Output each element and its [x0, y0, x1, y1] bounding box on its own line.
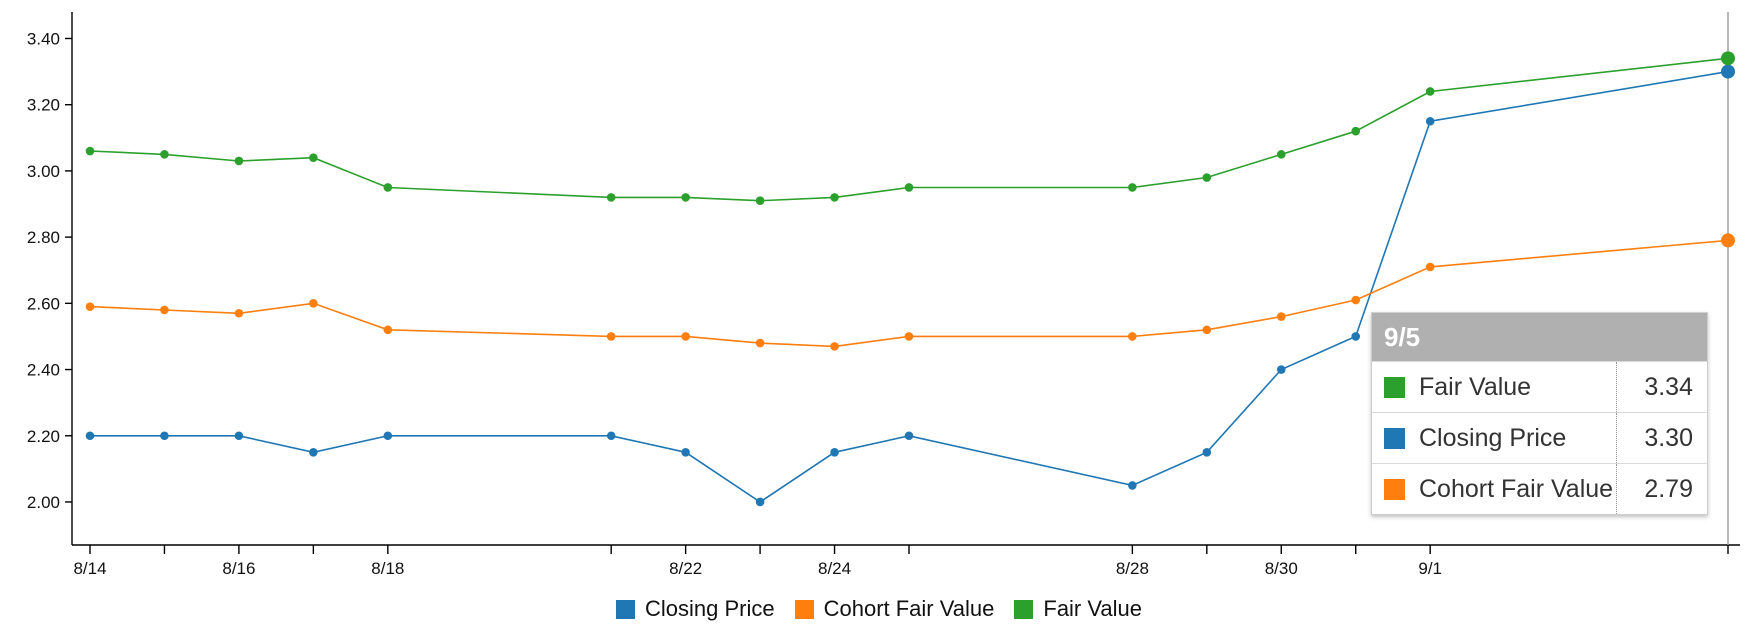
- legend-swatch-closing-price: [615, 599, 635, 619]
- legend-swatch-fair-value: [1014, 599, 1034, 619]
- legend-swatch-cohort-fair-value: [794, 599, 814, 619]
- legend-label-fair-value: Fair Value: [1043, 596, 1143, 621]
- data-point-closing-price-8-21: [606, 431, 616, 441]
- data-point-cohort-fair-value-8-21: [606, 332, 616, 341]
- data-point-cohort-fair-value-8-15: [160, 305, 169, 315]
- tooltip-row-cohort-fair-value: Cohort Fair Value 2.79: [1372, 463, 1707, 514]
- data-point-cohort-fair-value-8-23: [755, 338, 765, 348]
- data-point-cohort-fair-value-9-1: [1425, 262, 1435, 272]
- data-point-closing-price-8-29: [1202, 448, 1212, 457]
- y-tick-label-3.00: 3.00: [27, 162, 60, 181]
- y-tick-label-2.20: 2.20: [27, 427, 60, 446]
- series-line-closing-price: [90, 70, 1729, 503]
- tooltip-value-closing-price: 3.30: [1644, 423, 1693, 452]
- data-point-cohort-fair-value-8-24: [830, 342, 839, 351]
- tooltip-label-cohort-fair-value: Cohort Fair Value: [1419, 474, 1614, 503]
- y-tick-label-2.80: 2.80: [27, 228, 60, 247]
- y-tick-label-2.40: 2.40: [27, 361, 60, 380]
- data-point-fair-value-8-22: [681, 193, 690, 202]
- x-tick-label-8-22: 8/22: [669, 559, 702, 578]
- tooltip-label-closing-price: Closing Price: [1419, 423, 1567, 452]
- tooltip-row-closing-price: Closing Price 3.30: [1372, 412, 1707, 463]
- chart-legend: Closing Price Cohort Fair Value Fair Val…: [0, 596, 1758, 622]
- data-point-closing-price-8-14: [85, 431, 95, 441]
- x-tick-label-8-24: 8/24: [818, 559, 851, 578]
- tooltip-swatch-closing-price: [1384, 427, 1405, 449]
- data-point-closing-price-8-23: [755, 497, 765, 507]
- tooltip-value-fair-value: 3.34: [1644, 372, 1693, 401]
- y-tick-label-2.60: 2.60: [27, 294, 60, 313]
- data-point-cohort-fair-value-8-30: [1276, 312, 1286, 321]
- data-point-fair-value-9-1: [1425, 87, 1435, 96]
- data-point-fair-value-8-21: [606, 193, 616, 202]
- data-point-cohort-fair-value-8-29: [1202, 325, 1212, 335]
- data-point-closing-price-9-1: [1425, 116, 1435, 126]
- hover-tooltip: 9/5 Fair Value 3.34 Closing Price 3.30 C…: [1371, 312, 1708, 515]
- data-point-closing-price-8-25: [904, 431, 914, 441]
- data-point-cohort-fair-value-8-28: [1128, 332, 1137, 341]
- data-point-closing-price-8-17: [309, 448, 318, 457]
- data-point-closing-price-8-24: [830, 448, 839, 457]
- data-point-fair-value-9-5: [1721, 51, 1735, 66]
- data-point-fair-value-8-17: [309, 153, 318, 162]
- data-point-closing-price-9-5: [1721, 64, 1735, 79]
- data-point-fair-value-8-16: [234, 156, 244, 166]
- tooltip-row-fair-value: Fair Value 3.34: [1372, 361, 1707, 412]
- data-point-cohort-fair-value-8-22: [681, 332, 690, 341]
- tooltip-swatch-cohort-fair-value: [1384, 478, 1405, 500]
- data-point-fair-value-8-29: [1202, 173, 1212, 182]
- series-line-cohort-fair-value: [89, 239, 1729, 348]
- data-point-cohort-fair-value-8-25: [904, 332, 914, 341]
- data-point-fair-value-8-18: [383, 183, 393, 192]
- data-point-fair-value-8-15: [160, 150, 169, 159]
- tooltip-label-fair-value: Fair Value: [1419, 372, 1532, 401]
- data-point-cohort-fair-value-8-18: [383, 325, 393, 335]
- legend-label-closing-price: Closing Price: [644, 596, 775, 621]
- data-point-closing-price-8-15: [160, 431, 169, 441]
- data-point-closing-price-8-18: [383, 431, 393, 441]
- line-chart: 2.00 2.20 2.40 2.60 2.80 3.00 3.20 3.40 8/14 8/16…: [27, 12, 1740, 578]
- legend-label-cohort-fair-value: Cohort Fair Value: [823, 596, 995, 621]
- data-point-cohort-fair-value-8-14: [85, 302, 95, 311]
- data-point-fair-value-8-28: [1128, 183, 1137, 192]
- data-point-fair-value-8-24: [830, 193, 839, 202]
- data-point-closing-price-8-16: [234, 431, 244, 441]
- x-tick-label-8-28: 8/28: [1116, 559, 1149, 578]
- data-point-cohort-fair-value-9-5: [1721, 233, 1735, 248]
- x-tick-label-9-1: 9/1: [1418, 559, 1442, 578]
- legend-item-closing-price[interactable]: Closing Price: [615, 596, 775, 622]
- tooltip-swatch-fair-value: [1384, 376, 1405, 398]
- x-tick-label-8-18: 8/18: [371, 559, 404, 578]
- data-point-fair-value-8-30: [1276, 150, 1286, 159]
- data-point-closing-price-8-30: [1276, 365, 1286, 374]
- x-tick-label-8-16: 8/16: [222, 559, 255, 578]
- data-point-closing-price-8-22: [681, 448, 690, 457]
- data-point-cohort-fair-value-8-31: [1351, 295, 1361, 305]
- tooltip-title: 9/5: [1372, 313, 1707, 361]
- x-tick-label-8-14: 8/14: [73, 559, 106, 578]
- y-tick-label-3.40: 3.40: [27, 29, 60, 48]
- data-point-cohort-fair-value-8-16: [234, 308, 244, 318]
- tooltip-value-cohort-fair-value: 2.79: [1644, 474, 1693, 503]
- data-point-cohort-fair-value-8-17: [309, 299, 318, 308]
- series-line-fair-value: [89, 57, 1729, 202]
- data-point-fair-value-8-31: [1351, 126, 1361, 136]
- legend-item-fair-value[interactable]: Fair Value: [1014, 596, 1142, 622]
- data-point-fair-value-8-25: [904, 183, 914, 192]
- y-tick-label-2.00: 2.00: [27, 493, 60, 512]
- data-point-fair-value-8-23: [755, 196, 765, 206]
- data-point-closing-price-8-28: [1128, 481, 1137, 490]
- x-tick-label-8-30: 8/30: [1265, 559, 1298, 578]
- data-point-fair-value-8-14: [85, 146, 95, 156]
- legend-item-cohort-fair-value[interactable]: Cohort Fair Value: [794, 596, 995, 622]
- data-point-closing-price-8-31: [1351, 332, 1361, 341]
- y-tick-label-3.20: 3.20: [27, 96, 60, 115]
